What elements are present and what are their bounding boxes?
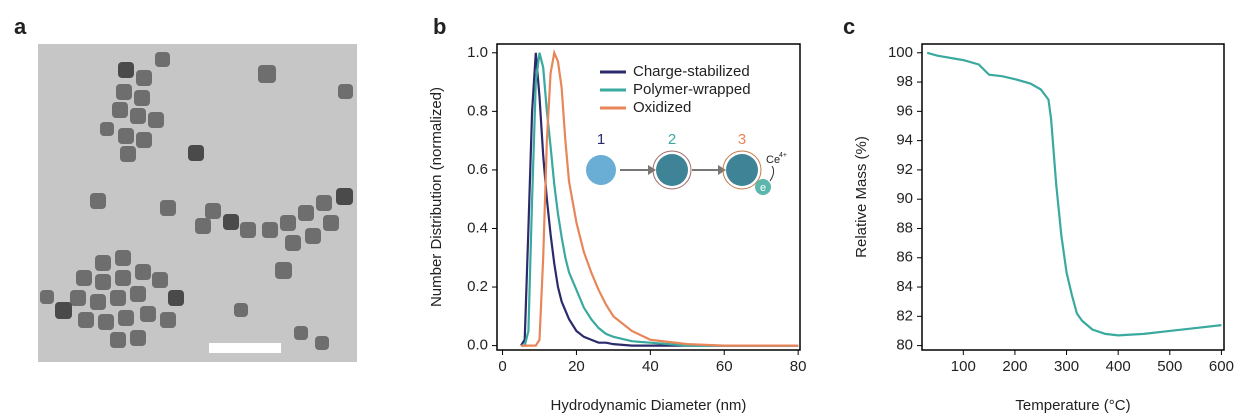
- y-tick-label: 84: [896, 278, 913, 295]
- panel-label: a: [14, 14, 27, 39]
- x-tick-label: 40: [642, 358, 659, 375]
- x-tick-label: 80: [790, 358, 807, 375]
- y-tick-label: 1.0: [467, 44, 488, 61]
- series-line: [520, 52, 799, 347]
- series-line: [521, 48, 799, 347]
- y-tick-label: 0.6: [467, 161, 488, 178]
- legend-label: Polymer-wrapped: [633, 81, 751, 98]
- x-axis-title: Temperature (°C): [1015, 397, 1130, 414]
- x-axis-title: Hydrodynamic Diameter (nm): [551, 397, 747, 414]
- y-axis-title: Number Distribution (normalized): [428, 87, 445, 307]
- inset-step: 2: [668, 131, 676, 148]
- inset-electron: e: [760, 182, 766, 194]
- x-tick-label: 100: [951, 358, 976, 375]
- y-axis-title: Relative Mass (%): [853, 136, 870, 258]
- x-tick-label: 0: [498, 358, 506, 375]
- y-tick-label: 0.2: [467, 278, 488, 295]
- inset-step: 3: [738, 131, 746, 148]
- scale-bar: [209, 343, 281, 353]
- y-tick-label: 96: [896, 102, 913, 119]
- y-tick-label: 0.8: [467, 102, 488, 119]
- x-tick-label: 300: [1054, 358, 1079, 375]
- y-tick-label: 92: [896, 161, 913, 178]
- x-tick-label: 200: [1002, 358, 1027, 375]
- y-tick-label: 90: [896, 190, 913, 207]
- x-tick-label: 500: [1157, 358, 1182, 375]
- plot-frame: [496, 43, 801, 351]
- panel-label: b: [433, 14, 446, 39]
- x-tick-label: 60: [716, 358, 733, 375]
- y-tick-label: 0.4: [467, 219, 488, 236]
- inset-step: 1: [597, 131, 605, 148]
- y-tick-label: 94: [896, 132, 913, 149]
- x-tick-label: 20: [568, 358, 585, 375]
- y-tick-label: 98: [896, 73, 913, 90]
- series-line: [521, 52, 799, 347]
- x-tick-label: 400: [1106, 358, 1131, 375]
- inset-diagram: 1 2 3 e Ce 4+: [586, 131, 787, 195]
- panel-label: c: [843, 14, 855, 39]
- inset-ion-charge: 4+: [779, 152, 787, 159]
- y-tick-label: 80: [896, 337, 913, 354]
- legend-label: Charge-stabilized: [633, 63, 750, 80]
- particles: [40, 52, 353, 350]
- tem-image: [38, 44, 357, 362]
- series-line: [926, 51, 1222, 337]
- y-tick-label: 88: [896, 219, 913, 236]
- inset-ion: Ce: [766, 154, 780, 166]
- y-tick-label: 100: [888, 44, 913, 61]
- plot-frame: [921, 43, 1225, 351]
- y-tick-label: 82: [896, 307, 913, 324]
- y-tick-label: 0.0: [467, 337, 488, 354]
- legend-label: Oxidized: [633, 99, 691, 116]
- y-tick-label: 86: [896, 249, 913, 266]
- x-tick-label: 600: [1209, 358, 1234, 375]
